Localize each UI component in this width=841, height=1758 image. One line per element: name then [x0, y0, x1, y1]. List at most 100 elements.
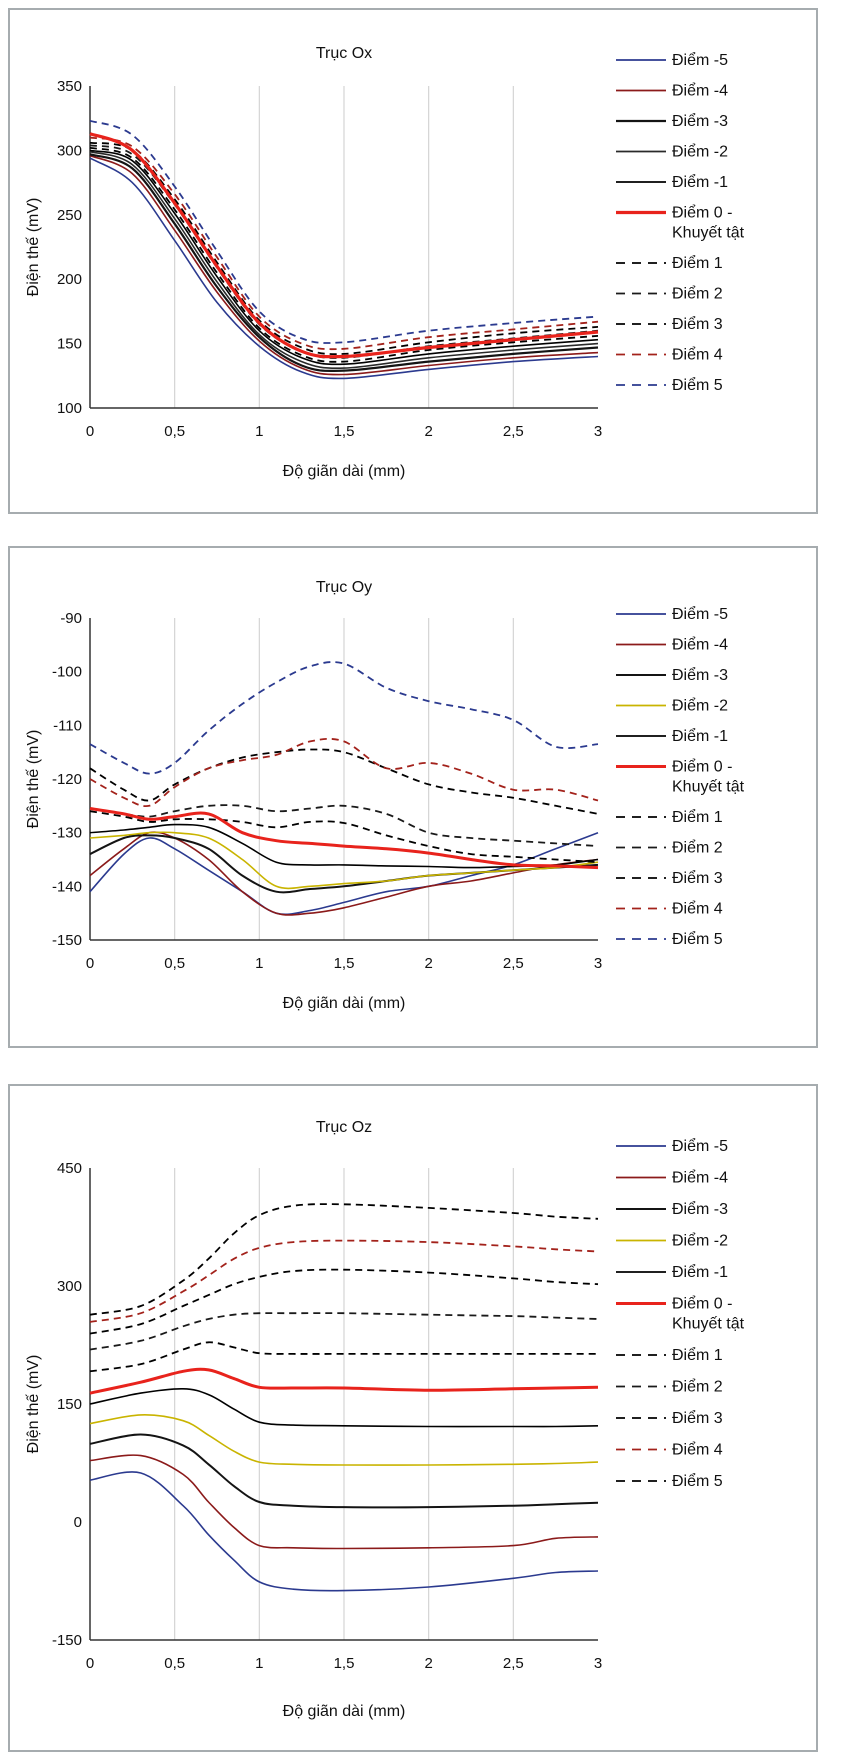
chart0-series-line-3 [89, 150, 599, 370]
chart1-legend-item-8: Điểm 3 [616, 869, 723, 887]
chart0-legend-label: Điểm 3 [672, 315, 723, 333]
chart0-y-tick-label: 200 [57, 271, 82, 288]
chart1-x-tick-label: 0,5 [164, 955, 185, 972]
chart2-y-tick-label: 0 [74, 1514, 82, 1531]
chart0-legend-label: Điểm -2 [672, 143, 728, 161]
chart2-legend-label: Điểm 4 [672, 1441, 723, 1459]
chart2-x-axis-label: Độ giãn dài (mm) [283, 1703, 406, 1720]
chart1-legend-label: Điểm 3 [672, 869, 723, 887]
chart0-x-tick-label: 0,5 [164, 423, 185, 440]
chart2-legend-item-9: Điểm 4 [616, 1441, 723, 1459]
chart2-series-line-0 [89, 1471, 599, 1592]
chart1-series-line-10 [89, 661, 599, 775]
chart-ox: Trục Ox 0 0,5 1 1,5 2 2,5 3 100 150 200 250 300 350 Độ… [25, 45, 745, 480]
chart0-legend-label: Điểm 5 [672, 376, 723, 394]
chart-oy: Trục Oy 0 0,5 1 1,5 2 2,5 3 -150 -140 -130 -120 -110… [25, 579, 745, 1012]
chart1-legend-item-2: Điểm -3 [616, 666, 728, 684]
chart2-legend-label: Điểm 5 [672, 1472, 723, 1490]
chart1-y-tick-label: -90 [60, 610, 82, 627]
chart1-legend-label: Điểm -5 [672, 605, 728, 623]
chart2-legend-label: Điểm -3 [672, 1200, 728, 1218]
chart1-legend-label: Điểm -2 [672, 697, 728, 715]
chart0-legend-item-9: Điểm 4 [616, 346, 723, 364]
chart0-legend-item-3: Điểm -2 [616, 143, 728, 161]
chart2-y-tick-label: -150 [52, 1632, 82, 1649]
chart2-x-tick-label: 1 [255, 1655, 263, 1672]
chart2-legend-item-8: Điểm 3 [616, 1409, 723, 1427]
chart0-legend-item-10: Điểm 5 [616, 376, 723, 394]
chart2-legend-item-2: Điểm -3 [616, 1200, 728, 1218]
chart1-legend-item-10: Điểm 5 [616, 930, 723, 948]
chart2-y-axis-label: Điện thế (mV) [25, 1355, 42, 1454]
chart2-x-tick-label: 0 [86, 1655, 94, 1672]
chart2-legend-label: Điểm -1 [672, 1263, 728, 1281]
chart2-legend-item-7: Điểm 2 [616, 1378, 723, 1396]
chart0-series-line-2 [89, 153, 599, 372]
chart0-series-line-10 [89, 119, 599, 344]
chart2-series-line-6 [89, 1341, 598, 1373]
chart1-y-tick-label: -130 [52, 825, 82, 842]
chart1-series-line-4 [89, 823, 599, 869]
chart0-y-axis-label: Điện thế (mV) [25, 198, 42, 297]
chart-panel-ox: Trục Ox 0 0,5 1 1,5 2 2,5 3 100 150 200 250 300 350 Độ… [8, 8, 818, 514]
chart1-legend-label: Điểm 2 [672, 839, 723, 857]
chart2-series-line-9 [89, 1239, 599, 1323]
chart1-legend-item-0: Điểm -5 [616, 605, 728, 623]
chart2-legend-item-4: Điểm -1 [616, 1263, 728, 1281]
chart2-y-tick-label: 450 [57, 1160, 82, 1177]
chart2-series-line-3 [89, 1414, 599, 1466]
chart1-series-line-9 [89, 737, 599, 808]
chart0-x-tick-label: 1 [255, 423, 263, 440]
chart2-series-line-10 [89, 1203, 599, 1316]
chart2-series-line-1 [89, 1454, 599, 1550]
chart0-legend-item-2: Điểm -3 [616, 112, 728, 130]
chart0-legend-label: Điểm -5 [672, 51, 728, 69]
chart1-y-tick-label: -150 [52, 932, 82, 949]
chart1-legend-label: Điểm -1 [672, 727, 728, 745]
chart0-series-line-1 [89, 154, 599, 376]
chart0-x-tick-label: 2,5 [503, 423, 524, 440]
chart1-legend-label: Điểm -3 [672, 666, 728, 684]
chart1-title: Trục Oy [316, 579, 372, 596]
chart0-x-axis-label: Độ giãn dài (mm) [283, 463, 406, 480]
chart0-legend-item-0: Điểm -5 [616, 51, 728, 69]
chart0-legend-label: Điểm -3 [672, 112, 728, 130]
chart0-series-line-5 [89, 132, 599, 359]
chart2-y-tick-label: 150 [57, 1396, 82, 1413]
chart1-x-tick-label: 1,5 [334, 955, 355, 972]
chart0-legend-label: Điểm -4 [672, 82, 728, 100]
chart1-y-tick-label: -100 [52, 664, 82, 681]
chart2-legend-label: Điểm 1 [672, 1346, 723, 1364]
chart1-legend-item-9: Điểm 4 [616, 900, 723, 918]
chart1-series-line-5 [89, 807, 599, 870]
chart0-legend-item-1: Điểm -4 [616, 82, 728, 100]
chart0-y-tick-label: 300 [57, 142, 82, 159]
chart2-x-tick-label: 2,5 [503, 1655, 524, 1672]
chart2-legend-item-3: Điểm -2 [616, 1232, 728, 1250]
chart2-series-line-8 [89, 1268, 599, 1335]
chart0-legend-label: Điểm 0 -Khuyết tật [672, 204, 745, 242]
chart-panel-oz: Trục Oz 0 0,5 1 1,5 2 2,5 3 -150 0 150 300 450 Độ giã… [8, 1084, 818, 1752]
chart0-legend-label: Điểm 1 [672, 254, 723, 272]
chart1-x-tick-label: 2,5 [503, 955, 524, 972]
chart1-legend-item-7: Điểm 2 [616, 839, 723, 857]
chart1-x-axis-label: Độ giãn dài (mm) [283, 995, 406, 1012]
chart0-legend-label: Điểm 2 [672, 285, 723, 303]
chart1-legend-item-1: Điểm -4 [616, 636, 728, 654]
chart2-legend-item-10: Điểm 5 [616, 1472, 723, 1490]
chart1-y-tick-label: -110 [53, 717, 82, 734]
chart0-legend-item-5: Điểm 0 -Khuyết tật [616, 204, 745, 242]
chart2-legend-item-5: Điểm 0 -Khuyết tật [616, 1295, 745, 1333]
chart0-title: Trục Ox [316, 45, 372, 62]
chart1-legend-item-4: Điểm -1 [616, 727, 728, 745]
chart0-x-tick-label: 2 [424, 423, 432, 440]
chart1-legend-label: Điểm 0 -Khuyết tật [672, 758, 745, 796]
chart2-series-line-7 [89, 1312, 599, 1351]
chart2-legend-label: Điểm -4 [672, 1169, 728, 1187]
chart0-series-line-4 [89, 149, 599, 366]
chart2-legend-label: Điểm -2 [672, 1232, 728, 1250]
chart1-legend-label: Điểm -4 [672, 636, 728, 654]
chart1-legend-label: Điểm 4 [672, 900, 723, 918]
chart0-y-tick-label: 150 [57, 336, 82, 353]
